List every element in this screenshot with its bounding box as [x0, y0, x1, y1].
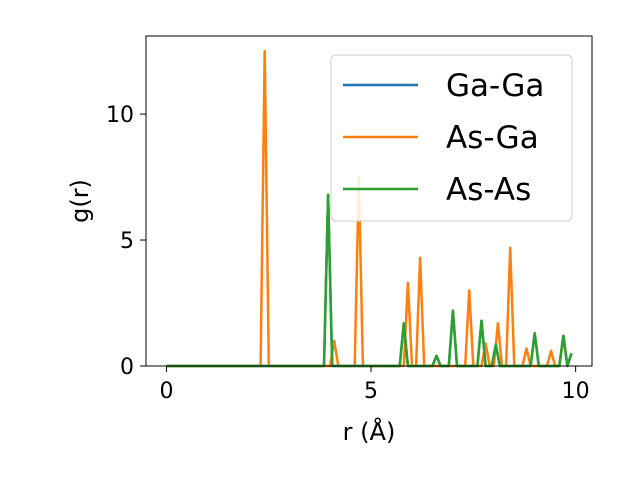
- legend-box: [330, 54, 573, 222]
- x-tick-label: 0: [159, 379, 173, 404]
- legend-label-ga-ga: Ga-Ga: [446, 68, 544, 104]
- x-tick-label: 5: [364, 379, 378, 404]
- y-tick-label: 5: [120, 229, 134, 254]
- legend: Ga-Ga As-Ga As-As: [330, 54, 573, 222]
- x-axis-label: r (Å): [343, 417, 396, 446]
- y-tick-label: 0: [120, 355, 134, 380]
- legend-label-as-ga: As-Ga: [446, 120, 539, 156]
- legend-label-as-as: As-As: [446, 172, 531, 208]
- y-tick-label: 10: [106, 103, 134, 128]
- x-axis: 0 5 10: [159, 366, 590, 404]
- y-axis: 0 5 10: [106, 103, 146, 380]
- x-tick-label: 10: [562, 379, 590, 404]
- y-axis-label: g(r): [66, 179, 94, 223]
- plot-frame: [145, 35, 593, 367]
